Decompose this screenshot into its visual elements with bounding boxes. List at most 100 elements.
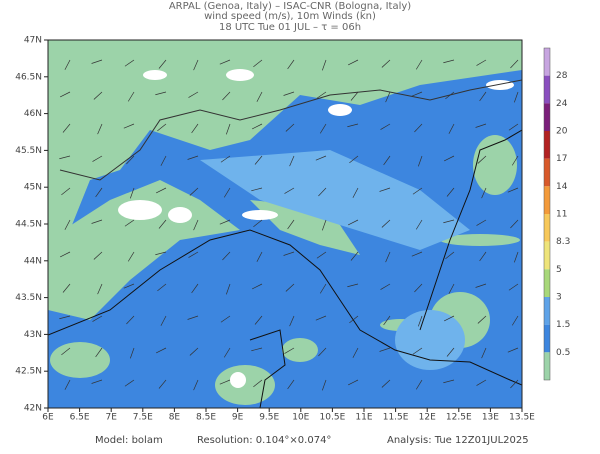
wind-barb xyxy=(511,315,519,326)
wind-barb xyxy=(417,155,423,167)
wind-barb xyxy=(415,379,423,390)
wind-barb xyxy=(479,91,487,102)
wind-barb xyxy=(287,379,295,390)
lon-label: 10E xyxy=(292,413,309,423)
wind-barb xyxy=(315,155,327,161)
wind-barb xyxy=(157,123,167,132)
wind-barb xyxy=(383,315,391,326)
wind-barb xyxy=(223,187,231,198)
colorbar-segment xyxy=(544,241,550,270)
wind-barb xyxy=(443,155,455,162)
wind-barb xyxy=(59,251,71,258)
wind-barb xyxy=(513,251,519,263)
wind-barb xyxy=(318,347,327,357)
wind-barb xyxy=(510,59,519,69)
wind-barb xyxy=(253,379,263,388)
wind-barb xyxy=(95,187,103,198)
wind-barb xyxy=(59,315,71,320)
wind-barb xyxy=(61,187,71,196)
lat-label: 43N xyxy=(24,330,42,340)
wind-barb xyxy=(64,379,71,390)
wind-barb xyxy=(347,123,359,128)
wind-barb xyxy=(91,219,103,224)
wind-barb xyxy=(417,315,423,327)
wind-barb xyxy=(443,219,455,224)
lat-label: 46N xyxy=(24,109,42,119)
wind-barb xyxy=(158,379,167,389)
wind-barb xyxy=(477,155,487,164)
lat-label: 46.5N xyxy=(15,72,42,82)
wind-barb xyxy=(251,187,263,192)
wind-barb xyxy=(222,251,231,261)
colorbar-segment xyxy=(544,48,550,76)
wind-barb xyxy=(319,123,327,134)
colorbar-segment xyxy=(544,103,550,131)
colorbar-label: 5 xyxy=(556,265,562,275)
wind-barb xyxy=(254,155,263,165)
lat-label: 43.5N xyxy=(15,293,42,303)
lat-label: 44.5N xyxy=(15,220,42,230)
lon-label: 13.5E xyxy=(509,413,535,423)
wind-barb xyxy=(481,347,487,359)
wind-barb xyxy=(251,123,263,130)
colorbar-label: 0.5 xyxy=(556,348,570,358)
wind-barb xyxy=(321,219,327,231)
wind-barb xyxy=(477,315,487,324)
wind-barb xyxy=(219,379,231,385)
wind-barb xyxy=(510,219,519,229)
wind-barb xyxy=(385,91,391,103)
lon-label: 7E xyxy=(105,413,117,423)
wind-barb xyxy=(251,347,263,352)
lon-label: 10.5E xyxy=(320,413,346,423)
lon-label: 9E xyxy=(232,413,244,423)
wind-barb xyxy=(187,315,199,320)
wind-barb xyxy=(160,155,167,166)
wind-barb xyxy=(223,347,231,358)
wind-barb xyxy=(191,123,199,134)
colorbar-segment xyxy=(544,75,550,104)
wind-barb xyxy=(285,283,295,292)
colorbar: 28 24 20 17 14 11 8.3 5 3 1.5 0.5 xyxy=(543,47,570,381)
wind-barb xyxy=(316,251,327,259)
wind-barb xyxy=(385,251,391,263)
wind-barb xyxy=(379,347,391,352)
wind-barb xyxy=(225,283,231,295)
wind-barb xyxy=(191,283,199,294)
wind-barb xyxy=(289,315,295,327)
wind-barb xyxy=(287,219,295,230)
axes: 47N 46.5N 46N 45.5N 45N 44.5N 44N 43.5N 43N 42.5N… xyxy=(15,36,535,423)
wind-barb xyxy=(155,187,167,194)
wind-barb xyxy=(414,283,423,293)
wind-barb xyxy=(220,155,231,163)
wind-barb xyxy=(287,59,295,70)
wind-barb xyxy=(254,315,263,325)
coastline xyxy=(48,79,522,408)
wind-barb xyxy=(92,315,103,322)
wind-barb xyxy=(380,123,391,130)
wind-barb xyxy=(193,59,199,71)
wind-barb xyxy=(158,219,167,229)
colorbar-label: 20 xyxy=(556,127,568,137)
lon-label: 9.5E xyxy=(259,413,279,423)
header-line: ARPAL (Genoa, Italy) – ISAC-CNR (Bologna… xyxy=(169,1,411,12)
wind-barb xyxy=(126,315,135,325)
wind-barb xyxy=(253,219,263,228)
wind-barb xyxy=(157,283,167,292)
wind-barb xyxy=(415,59,423,70)
wind-barb xyxy=(97,123,103,135)
wind-barb xyxy=(347,59,359,66)
header-line: 18 UTC Tue 01 JUL – τ = 06h xyxy=(219,22,361,33)
wind-barb xyxy=(256,91,263,102)
colorbar-label: 17 xyxy=(556,154,567,164)
colorbar-segment xyxy=(544,269,550,297)
wind-barb xyxy=(283,91,295,96)
wind-barb xyxy=(352,347,359,358)
wind-barb xyxy=(59,91,71,98)
wind-barb xyxy=(411,91,423,97)
wind-barb xyxy=(61,347,71,356)
lon-label: 6E xyxy=(42,413,54,423)
wind-barb xyxy=(253,59,263,68)
wind-barb xyxy=(220,315,231,323)
wind-barb xyxy=(321,59,327,71)
